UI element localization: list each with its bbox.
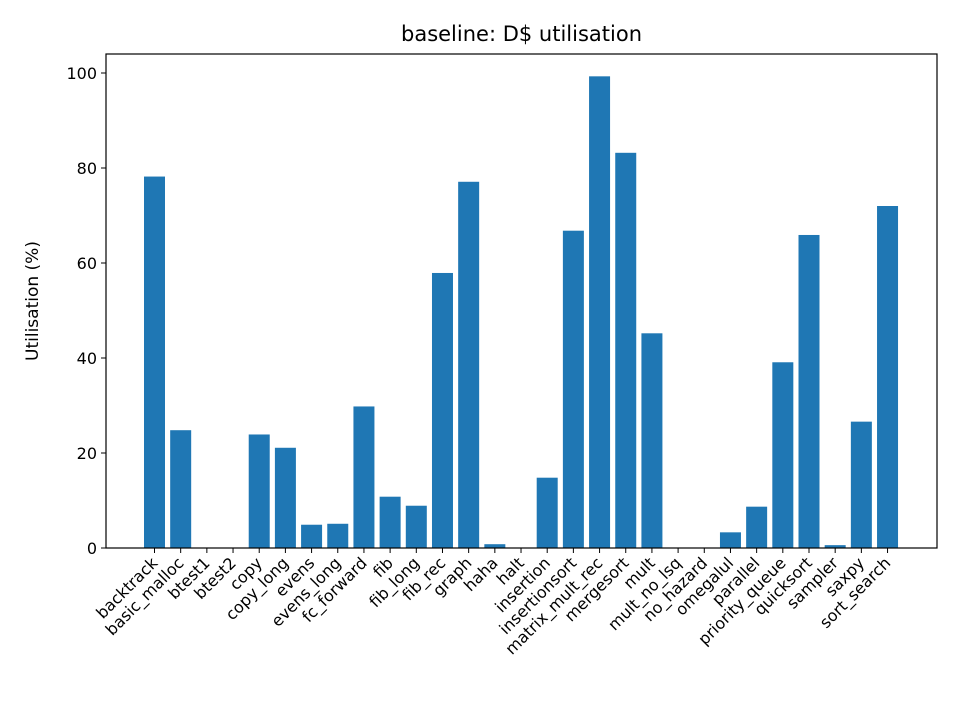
bar-haha [484, 544, 506, 548]
bar-quicksort [798, 234, 820, 548]
bars-group [144, 76, 899, 549]
y-tick-label: 60 [77, 254, 97, 273]
bar-fc-forward [353, 406, 375, 548]
bar-copy [248, 434, 270, 548]
bar-sort-search [877, 206, 899, 548]
y-tick-label: 100 [66, 64, 97, 83]
plot-frame [105, 53, 938, 549]
bar-evens-long [327, 523, 349, 548]
bar-evens [301, 524, 323, 548]
bar-graph [458, 181, 480, 548]
bar-saxpy [850, 421, 872, 548]
bar-basic-malloc [170, 430, 192, 548]
bar-mult [641, 333, 663, 548]
y-tick-label: 80 [77, 159, 97, 178]
bar-priority-queue [772, 362, 794, 548]
bar-omegalul [719, 532, 741, 548]
y-axis-title: Utilisation (%) [23, 241, 43, 361]
y-tick-label: 20 [77, 444, 97, 463]
bar-sampler [824, 545, 846, 548]
bar-insertion [536, 477, 558, 548]
bar-backtrack [144, 176, 165, 549]
bar-fib-long [405, 505, 427, 548]
y-tick-label: 0 [87, 539, 97, 558]
y-tick-label: 40 [77, 349, 97, 368]
bar-fib [379, 496, 401, 548]
bar-insertionsort [562, 230, 584, 548]
bar-matrix-mult-rec [589, 76, 611, 548]
y-axis: 0 20 40 60 80 100 [66, 64, 106, 558]
chart-title: baseline: D$ utilisation [401, 22, 642, 46]
bar-parallel [746, 506, 768, 548]
bar-copy-long [274, 447, 296, 548]
bar-mergesort [615, 152, 637, 549]
bar-fib-rec [431, 272, 453, 548]
